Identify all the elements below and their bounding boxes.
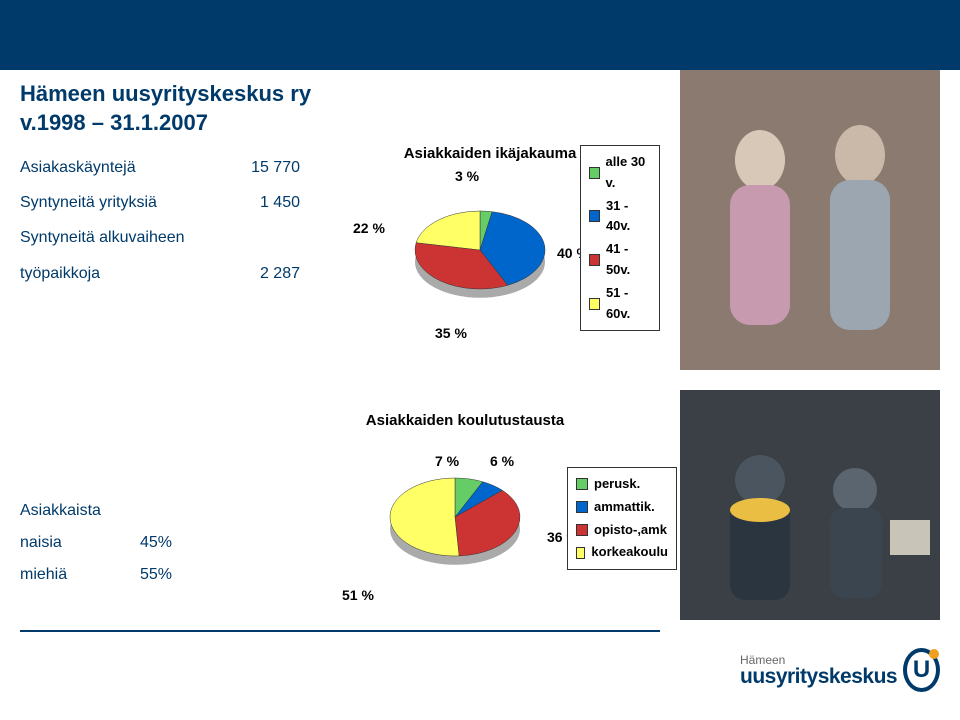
stat-value: 1 450 [230, 185, 300, 220]
stats-block: Asiakaskäyntejä15 770Syntyneitä yrityksi… [20, 150, 300, 291]
legend-item: korkeakoulu [576, 542, 668, 563]
legend-swatch [589, 254, 600, 266]
legend-item: opisto-,amk [576, 520, 668, 541]
legend-item: 41 - 50v. [589, 239, 651, 281]
slice-label: 6 % [490, 453, 514, 469]
page-title: Hämeen uusyrityskeskus ry v.1998 – 31.1.… [20, 80, 311, 137]
legend-swatch [589, 210, 600, 222]
legend-text: 51 - 60v. [606, 283, 651, 325]
legend-swatch [576, 501, 588, 513]
stat-row: Asiakaskäyntejä15 770 [20, 150, 300, 185]
pie2-title: Asiakkaiden koulutustausta [300, 412, 630, 429]
legend-education: perusk.ammattik.opisto-,amkkorkeakoulu [567, 467, 677, 570]
title-line2: v.1998 – 31.1.2007 [20, 109, 311, 138]
stat-row: Syntyneitä alkuvaiheen [20, 220, 300, 255]
legend-text: alle 30 v. [606, 152, 651, 194]
slice-label: 3 % [455, 168, 479, 184]
legend-swatch [576, 478, 588, 490]
stat-row: Syntyneitä yrityksiä1 450 [20, 185, 300, 220]
legend-item: ammattik. [576, 497, 668, 518]
header-bar [0, 0, 960, 70]
stat-label: Asiakaskäyntejä [20, 150, 230, 185]
gender-row: miehiä55% [20, 559, 172, 591]
slice-label: 22 % [353, 220, 385, 236]
gender-row: naisia45% [20, 527, 172, 559]
stat-value: 2 287 [230, 256, 300, 291]
legend-item: perusk. [576, 474, 668, 495]
legend-item: alle 30 v. [589, 152, 651, 194]
legend-swatch [589, 298, 600, 310]
stat-value: 15 770 [230, 150, 300, 185]
stat-label: Syntyneitä yrityksiä [20, 185, 230, 220]
footer-divider [20, 630, 660, 632]
slice-label: 7 % [435, 453, 459, 469]
decorative-photo-workers [680, 390, 940, 620]
gender-value: 45% [140, 527, 172, 559]
legend-text: opisto-,amk [594, 520, 667, 541]
gender-block: Asiakkaistanaisia45%miehiä55% [20, 495, 172, 591]
pie-svg [410, 180, 570, 340]
gender-label: naisia [20, 527, 140, 559]
stat-label: Syntyneitä alkuvaiheen [20, 220, 230, 255]
legend-text: korkeakoulu [591, 542, 668, 563]
legend-item: 31 - 40v. [589, 196, 651, 238]
slice-label: 35 % [435, 325, 467, 341]
gender-header: Asiakkaista [20, 495, 172, 527]
legend-text: 31 - 40v. [606, 196, 651, 238]
legend-text: perusk. [594, 474, 640, 495]
stat-value [230, 220, 300, 255]
legend-item: 51 - 60v. [589, 283, 651, 325]
stat-label: työpaikkoja [20, 256, 230, 291]
logo-bottom: uusyrityskeskus [740, 666, 897, 687]
logo-top: Hämeen [740, 654, 897, 666]
legend-swatch [576, 524, 588, 536]
logo: Hämeen uusyrityskeskus U [740, 640, 940, 700]
slice-label: 51 % [342, 587, 374, 603]
title-line1: Hämeen uusyrityskeskus ry [20, 80, 311, 109]
legend-swatch [576, 547, 585, 559]
pie-svg [385, 447, 545, 607]
legend-age: alle 30 v.31 - 40v.41 - 50v.51 - 60v. [580, 145, 660, 331]
legend-text: 41 - 50v. [606, 239, 651, 281]
legend-text: ammattik. [594, 497, 655, 518]
gender-value: 55% [140, 559, 172, 591]
gender-label: miehiä [20, 559, 140, 591]
stat-row: työpaikkoja2 287 [20, 256, 300, 291]
decorative-photo-mannequins [680, 70, 940, 370]
legend-swatch [589, 167, 600, 179]
logo-icon: U [903, 648, 940, 692]
